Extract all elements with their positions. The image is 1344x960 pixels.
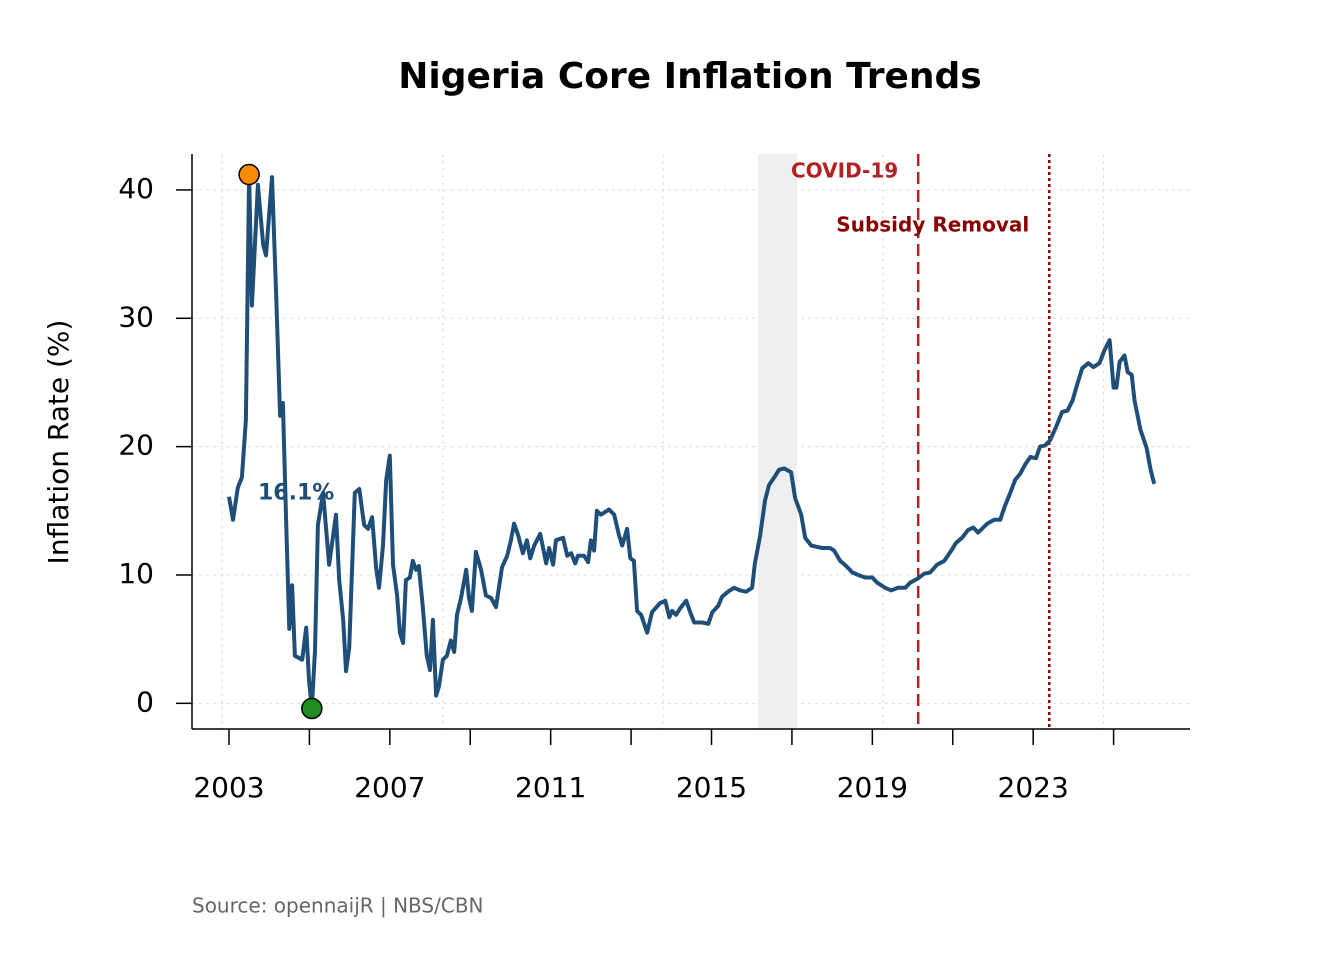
- shaded-region: [758, 154, 798, 729]
- highlight-point: [238, 163, 260, 186]
- x-tick-label: 2003: [193, 771, 264, 804]
- source-note: Source: opennaijR | NBS/CBN: [192, 894, 484, 918]
- event-label: Subsidy Removal: [836, 213, 1029, 237]
- event-label: COVID-19: [791, 159, 898, 183]
- y-tick-label: 20: [118, 429, 154, 462]
- x-tick-label: 2019: [837, 771, 908, 804]
- start-label: 16.1%: [258, 481, 334, 506]
- data-line: [227, 172, 1157, 711]
- y-tick-label: 10: [118, 557, 154, 590]
- y-tick-label: 40: [118, 172, 154, 205]
- y-tick-label: 0: [136, 685, 154, 718]
- x-tick-label: 2015: [676, 771, 747, 804]
- x-tick-label: 2011: [515, 771, 586, 804]
- x-tick-label: 2007: [354, 771, 425, 804]
- y-axis-label: Inflation Rate (%): [42, 320, 75, 565]
- chart-title: Nigeria Core Inflation Trends: [398, 56, 981, 97]
- y-tick-label: 30: [118, 300, 154, 333]
- highlight-point: [301, 697, 323, 720]
- x-tick-label: 2023: [998, 771, 1069, 804]
